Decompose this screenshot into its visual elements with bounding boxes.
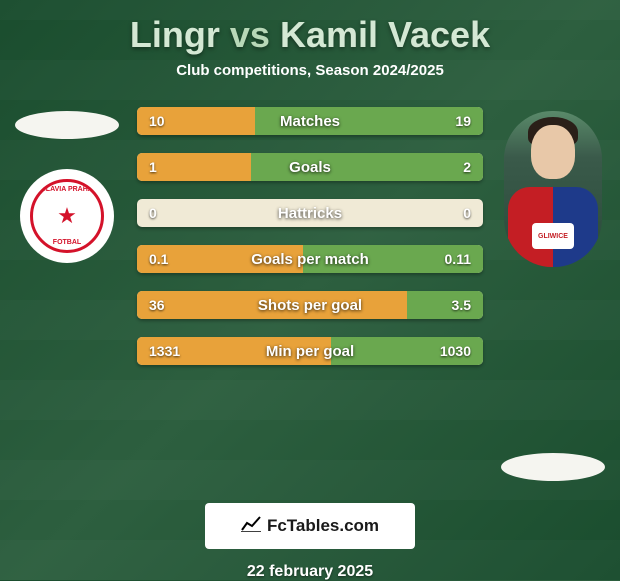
brand-text: FcTables.com [267,516,379,536]
player2-name: Kamil Vacek [280,14,490,55]
player1-club-badge: SLAVIA PRAHA ★ FOTBAL [20,169,114,263]
stat-label: Goals [137,159,483,176]
player1-name-oval [15,111,119,139]
brand-badge[interactable]: FcTables.com [205,503,415,549]
stat-label: Matches [137,113,483,130]
subtitle: Club competitions, Season 2024/2025 [0,62,620,79]
slavia-badge-inner: SLAVIA PRAHA ★ FOTBAL [30,179,104,253]
slavia-star-icon: ★ [57,203,77,229]
content-area: SLAVIA PRAHA ★ FOTBAL 1019Matches 12Goals… [0,107,620,481]
player2-name-oval [501,453,605,481]
stat-row: 0.10.11Goals per match [137,245,483,273]
vs-text: vs [230,14,270,55]
stat-label: Hattricks [137,205,483,222]
player1-name: Lingr [130,14,220,55]
player2-jersey-text: GLIWICE [532,223,574,249]
stat-label: Min per goal [137,343,483,360]
stat-row: 00Hattricks [137,199,483,227]
stat-row: 12Goals [137,153,483,181]
left-column: SLAVIA PRAHA ★ FOTBAL [15,107,119,263]
stat-row: 13311030Min per goal [137,337,483,365]
stat-label: Shots per goal [137,297,483,314]
stat-row: 363.5Shots per goal [137,291,483,319]
page-title: Lingr vs Kamil Vacek [0,0,620,62]
date-text: 22 february 2025 [0,563,620,581]
stat-row: 1019Matches [137,107,483,135]
right-column: GLIWICE [501,107,605,481]
slavia-text-bottom: FOTBAL [33,239,101,246]
stat-label: Goals per match [137,251,483,268]
player2-photo: GLIWICE [504,111,602,267]
chart-icon [241,516,261,537]
slavia-text-top: SLAVIA PRAHA [33,186,101,193]
stats-table: 1019Matches 12Goals 00Hattricks 0.10.11Goal… [137,107,483,365]
player2-head [531,125,575,179]
